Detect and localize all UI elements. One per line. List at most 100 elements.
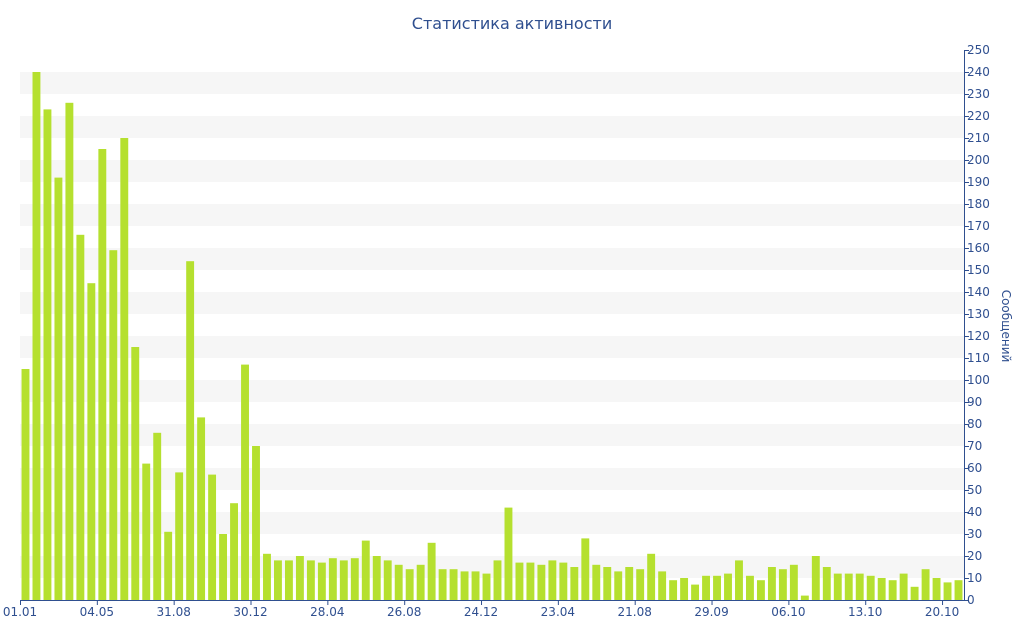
bar[interactable] — [350, 558, 359, 600]
bar[interactable] — [603, 567, 612, 600]
bar[interactable] — [317, 562, 326, 600]
y-tick-label: 130 — [967, 307, 990, 321]
bar[interactable] — [87, 283, 96, 600]
bar[interactable] — [109, 250, 118, 600]
bar[interactable] — [855, 573, 864, 600]
bar[interactable] — [142, 463, 151, 600]
bar[interactable] — [504, 507, 513, 600]
bar[interactable] — [735, 560, 743, 600]
bar[interactable] — [54, 177, 63, 600]
bar[interactable] — [427, 542, 436, 600]
bar[interactable] — [252, 446, 260, 600]
bar[interactable] — [767, 567, 776, 600]
y-tick-label: 100 — [967, 373, 990, 387]
bar[interactable] — [910, 586, 919, 600]
bar[interactable] — [306, 560, 315, 600]
bar[interactable] — [482, 573, 491, 600]
bar[interactable] — [724, 573, 732, 600]
bar[interactable] — [943, 582, 952, 600]
bar[interactable] — [526, 562, 535, 600]
bar[interactable] — [702, 575, 710, 600]
bar[interactable] — [691, 584, 700, 600]
bar[interactable] — [658, 571, 667, 600]
bar[interactable] — [131, 347, 140, 600]
bar[interactable] — [877, 578, 886, 600]
bar[interactable] — [274, 560, 282, 600]
y-tick-label: 20 — [967, 549, 982, 563]
bar[interactable] — [866, 575, 875, 600]
y-tick-label: 80 — [967, 417, 982, 431]
bar[interactable] — [899, 573, 908, 600]
bar[interactable] — [164, 531, 173, 600]
bar[interactable] — [295, 556, 304, 600]
bar[interactable] — [888, 580, 897, 600]
bar[interactable] — [460, 571, 469, 600]
bar[interactable] — [614, 571, 623, 600]
bar[interactable] — [625, 567, 634, 600]
bar[interactable] — [230, 503, 238, 600]
bar[interactable] — [636, 569, 645, 600]
bar[interactable] — [778, 569, 787, 600]
grid-band — [20, 380, 964, 402]
bar[interactable] — [186, 261, 195, 600]
bar[interactable] — [921, 569, 930, 600]
bar[interactable] — [284, 560, 293, 600]
bar[interactable] — [405, 569, 414, 600]
bar[interactable] — [570, 567, 579, 600]
y-tick-label: 30 — [967, 527, 982, 541]
bar[interactable] — [394, 564, 403, 600]
y-tick-label: 40 — [967, 505, 982, 519]
bar[interactable] — [680, 578, 689, 600]
x-axis-ticks: 01.01 04.05 31.08 30.12 28.04 26.08 24.12 23.04… — [3, 600, 959, 619]
bar[interactable] — [361, 540, 370, 600]
bar[interactable] — [21, 369, 30, 600]
y-tick-label: 230 — [967, 87, 990, 101]
bar[interactable] — [76, 234, 85, 601]
bar[interactable] — [493, 560, 502, 600]
bar[interactable] — [647, 553, 656, 600]
bar[interactable] — [559, 562, 568, 600]
bar[interactable] — [844, 573, 853, 600]
x-tick-label: 29.09 — [694, 605, 728, 619]
bar[interactable] — [98, 149, 107, 600]
bar[interactable] — [746, 575, 754, 600]
bar[interactable] — [208, 474, 217, 600]
bar[interactable] — [383, 560, 392, 600]
bar[interactable] — [713, 575, 721, 600]
bar[interactable] — [328, 558, 337, 600]
bar[interactable] — [372, 556, 381, 600]
bar[interactable] — [811, 556, 820, 600]
bar[interactable] — [581, 538, 590, 600]
y-tick-label: 210 — [967, 131, 990, 145]
bar[interactable] — [153, 432, 162, 600]
bar[interactable] — [219, 534, 228, 600]
bar[interactable] — [833, 573, 842, 600]
bar[interactable] — [515, 562, 524, 600]
bar[interactable] — [822, 567, 831, 600]
bar[interactable] — [197, 417, 206, 600]
bar[interactable] — [669, 580, 678, 600]
x-tick-label: 30.12 — [233, 605, 267, 619]
bar[interactable] — [416, 564, 425, 600]
bar[interactable] — [175, 472, 184, 600]
bar[interactable] — [241, 364, 249, 600]
bar[interactable] — [789, 564, 798, 600]
bar[interactable] — [438, 569, 447, 600]
bar[interactable] — [471, 571, 480, 600]
bar[interactable] — [756, 580, 765, 600]
bar[interactable] — [537, 564, 546, 600]
bar[interactable] — [954, 580, 963, 600]
bar[interactable] — [592, 564, 601, 600]
bar[interactable] — [43, 109, 52, 601]
bar[interactable] — [263, 553, 271, 600]
grid-band — [20, 116, 964, 138]
bar[interactable] — [449, 569, 458, 600]
x-tick-label: 24.12 — [464, 605, 498, 619]
bar[interactable] — [32, 72, 41, 600]
bar[interactable] — [548, 560, 557, 600]
bar[interactable] — [339, 560, 348, 600]
bar[interactable] — [932, 578, 941, 600]
bar[interactable] — [65, 102, 74, 601]
bar[interactable] — [800, 595, 809, 600]
bar[interactable] — [120, 138, 129, 600]
